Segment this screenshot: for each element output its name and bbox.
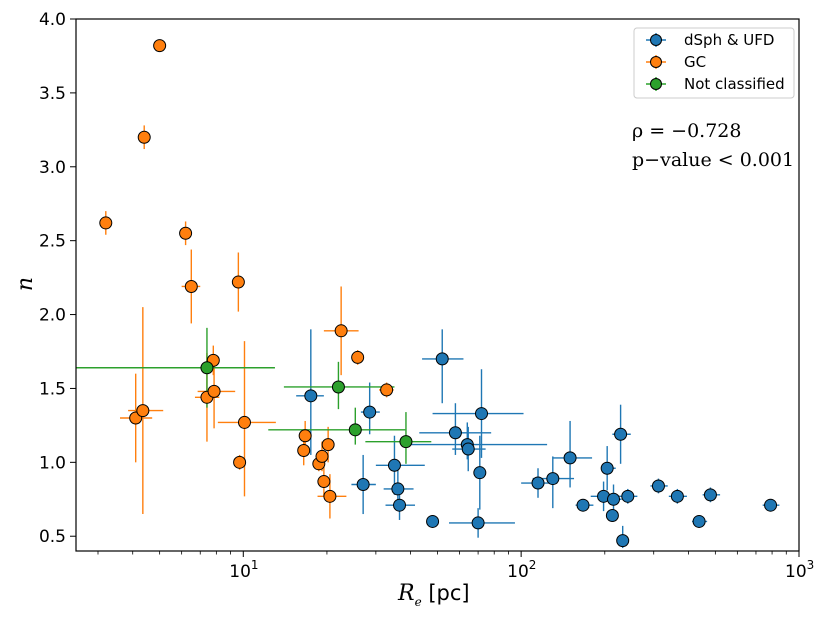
- y-axis-title: n: [13, 277, 38, 291]
- dsph-ufd-point: [435, 352, 449, 366]
- gc-point: [231, 275, 245, 289]
- dsph-ufd-point: [703, 488, 717, 502]
- gc-point: [207, 384, 221, 398]
- x-axis-title: Re [pc]: [397, 581, 470, 609]
- dsph-ufd-point: [563, 451, 577, 465]
- gc-point: [153, 39, 167, 53]
- dsph-ufd-point: [621, 489, 635, 503]
- gc-point: [233, 455, 247, 469]
- dsph-ufd-point: [393, 498, 407, 512]
- not-classified-point: [200, 361, 214, 375]
- gc-point: [237, 415, 251, 429]
- data-points: [99, 39, 778, 548]
- y-tick-label: 2.5: [39, 232, 66, 252]
- legend: dSph & UFD GC Not classified: [633, 27, 795, 99]
- dsph-ufd-point: [576, 498, 590, 512]
- dsph-ufd-point: [692, 514, 706, 528]
- dsph-ufd-point: [448, 426, 462, 440]
- gc-point: [298, 429, 312, 443]
- y-tick-label: 3.5: [39, 84, 66, 104]
- dsph-ufd-point: [546, 472, 560, 486]
- plot-frame: [75, 18, 800, 552]
- y-tick-label: 2.0: [39, 306, 66, 326]
- gc-point: [323, 489, 337, 503]
- x-tick-label: 102: [507, 558, 536, 582]
- gc-point: [380, 383, 394, 397]
- x-tick-label: 103: [785, 558, 814, 582]
- gc-point: [184, 279, 198, 293]
- dsph-ufd-point: [614, 427, 628, 441]
- dsph-ufd-point: [363, 405, 377, 419]
- dsph-ufd-point: [616, 534, 630, 548]
- gc-point: [137, 130, 151, 144]
- error-bars: [76, 39, 780, 549]
- dsph-ufd-point: [391, 482, 405, 496]
- legend-label-dsph-ufd: dSph & UFD: [684, 31, 774, 49]
- gc-point: [99, 216, 113, 230]
- legend-box: [633, 27, 795, 99]
- dsph-ufd-point: [670, 489, 684, 503]
- legend-marker-not-classified: [650, 78, 662, 90]
- dsph-ufd-point: [356, 478, 370, 491]
- gc-point: [321, 438, 335, 452]
- dsph-ufd-point: [651, 479, 665, 493]
- y-tick-label: 3.0: [39, 158, 66, 178]
- not-classified-point: [399, 435, 413, 449]
- legend-marker-dsph-ufd: [650, 34, 662, 46]
- not-classified-point: [348, 423, 362, 437]
- y-tick-label: 1.5: [39, 379, 66, 399]
- legend-label-gc: GC: [684, 53, 706, 71]
- gc-point: [136, 404, 150, 418]
- legend-marker-gc: [650, 56, 662, 68]
- dsph-ufd-point: [387, 458, 401, 472]
- dsph-ufd-point: [605, 509, 619, 523]
- dsph-ufd-point: [461, 442, 475, 456]
- dsph-ufd-point: [764, 498, 778, 512]
- dsph-ufd-point: [426, 514, 440, 528]
- x-axis-ticks: 101 102 103: [97, 551, 814, 582]
- dsph-ufd-point: [473, 466, 487, 480]
- y-tick-label: 4.0: [39, 10, 66, 30]
- gc-point: [297, 444, 311, 458]
- dsph-ufd-point: [600, 461, 614, 475]
- gc-point: [351, 350, 365, 364]
- rho-annotation: ρ = −0.728: [632, 120, 741, 142]
- dsph-ufd-point: [531, 476, 545, 490]
- dsph-ufd-point: [304, 389, 318, 403]
- y-tick-label: 0.5: [39, 527, 66, 547]
- gc-point: [334, 324, 348, 338]
- gc-point: [179, 226, 193, 240]
- not-classified-point: [331, 380, 345, 394]
- dsph-ufd-point: [471, 516, 485, 530]
- y-axis-ticks: 0.5 1.0 1.5 2.0 2.5 3.0 3.5 4.0: [39, 10, 76, 547]
- dsph-ufd-point: [607, 492, 621, 506]
- y-tick-label: 1.0: [39, 453, 66, 473]
- x-tick-label: 101: [229, 558, 258, 582]
- pvalue-annotation: p−value < 0.001: [632, 149, 794, 171]
- legend-label-not-classified: Not classified: [684, 75, 785, 93]
- gc-point: [317, 475, 331, 489]
- gc-point: [315, 449, 329, 463]
- dsph-ufd-point: [475, 407, 489, 421]
